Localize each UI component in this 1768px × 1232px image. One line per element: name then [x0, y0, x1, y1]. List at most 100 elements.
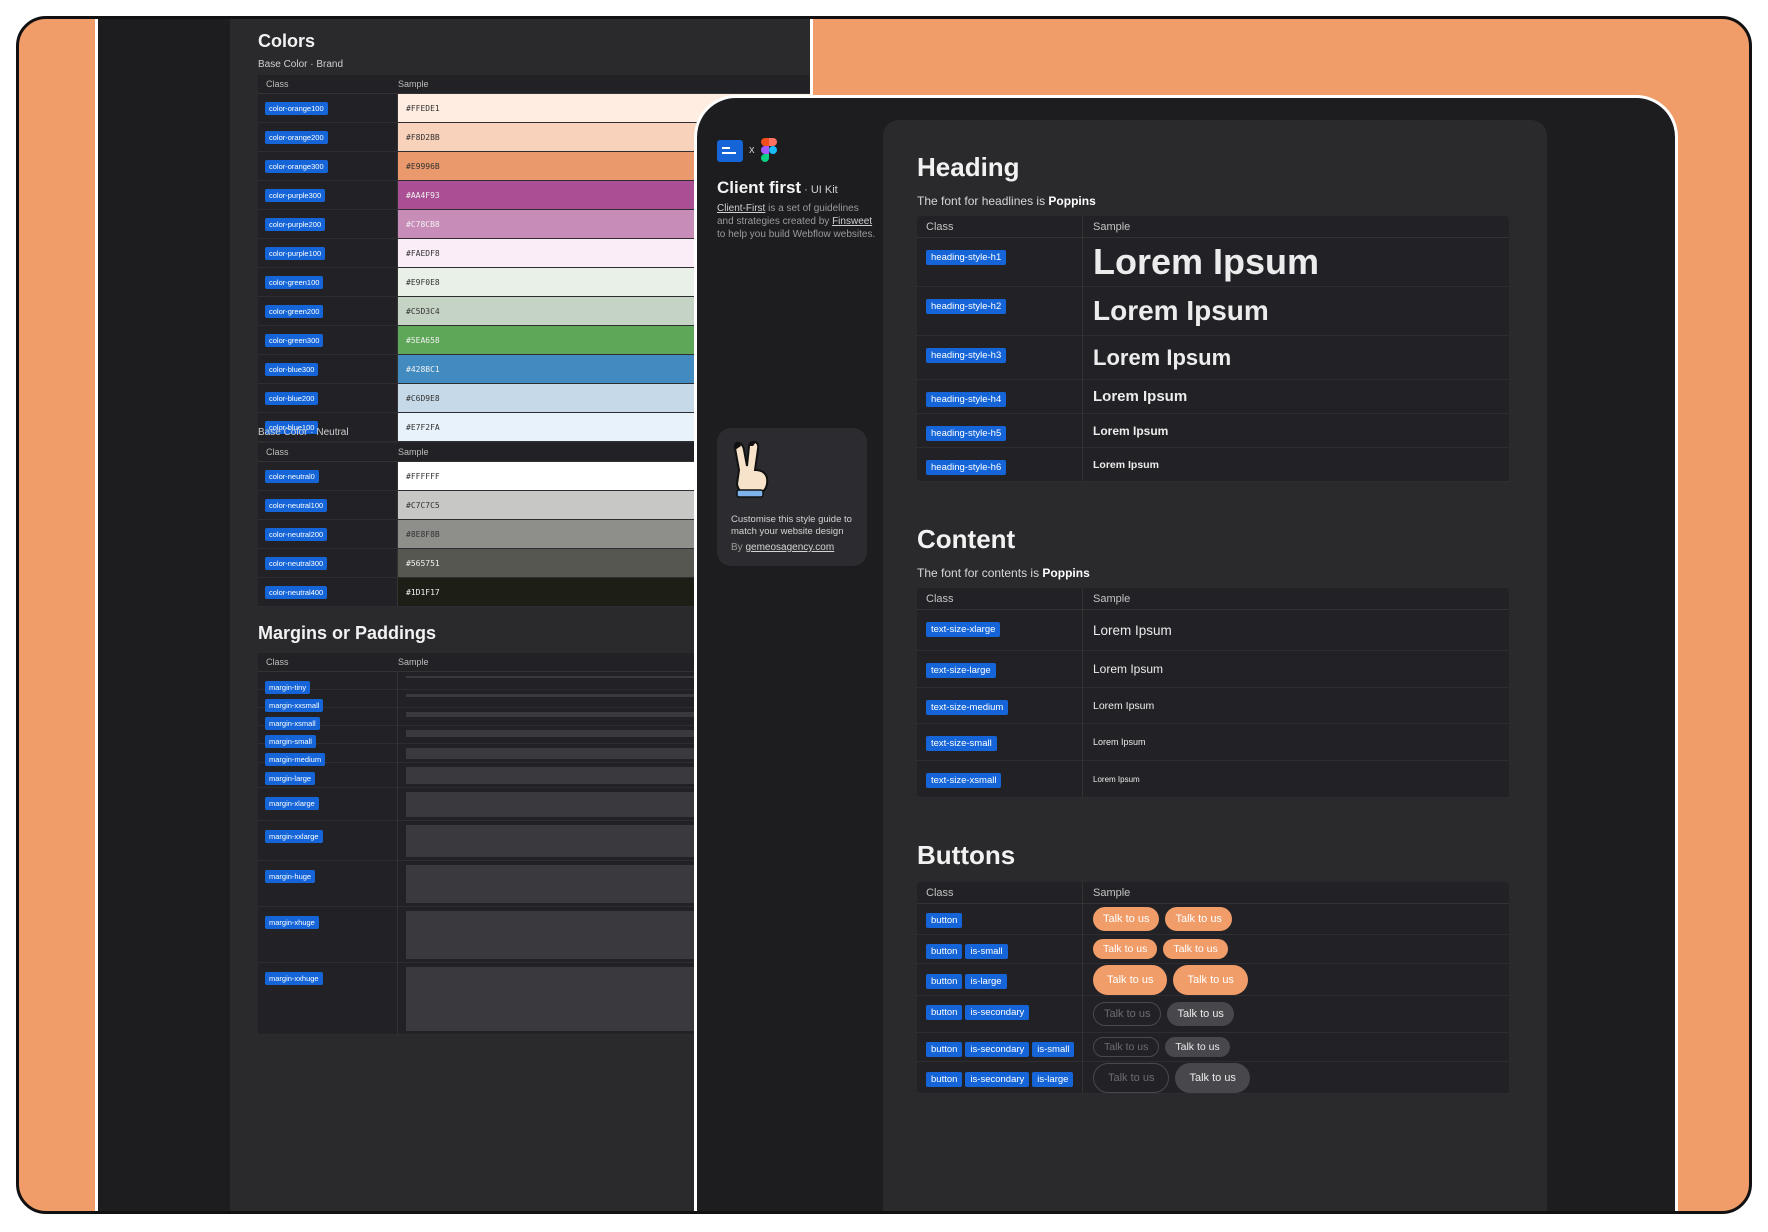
- class-tag: text-size-xsmall: [926, 773, 1002, 788]
- class-cell: color-green200: [258, 297, 398, 325]
- buttons-section-title: Buttons: [917, 840, 1016, 870]
- table-header: Class Sample: [258, 75, 810, 94]
- class-tag: is-secondary: [965, 1042, 1030, 1057]
- class-tag: color-green300: [265, 333, 324, 347]
- class-tag: heading-style-h6: [926, 460, 1007, 475]
- sample-cell: Lorem Ipsum: [1083, 761, 1509, 797]
- table-row: heading-style-h5 Lorem Ipsum: [917, 414, 1509, 448]
- class-tag: color-neutral200: [265, 527, 328, 541]
- sample-text: Lorem Ipsum: [1093, 241, 1320, 282]
- style-guide-front-window: x Client first · UI Kit Client-First is …: [694, 95, 1678, 1211]
- table-header: Class Sample: [917, 882, 1509, 904]
- talk-to-us-outline-button[interactable]: Talk to us: [1093, 1002, 1162, 1026]
- desc-text: is a set of guidelines and strategies cr…: [717, 203, 859, 227]
- class-cell: button is-large: [917, 964, 1083, 995]
- agency-link[interactable]: gemeosagency.com: [745, 542, 835, 553]
- talk-to-us-hover-button[interactable]: Talk to us: [1165, 907, 1232, 931]
- class-tag: heading-style-h3: [926, 348, 1007, 363]
- class-tag: margin-large: [265, 772, 316, 785]
- talk-to-us-filled-button[interactable]: Talk to us: [1165, 1037, 1230, 1057]
- hex-value: #FAEDF8: [406, 248, 440, 258]
- col-class: Class: [266, 657, 289, 667]
- neutral-subtitle: Base Color · Neutral: [258, 427, 349, 438]
- margin-sample: [398, 672, 810, 689]
- talk-to-us-button[interactable]: Talk to us: [1093, 964, 1168, 995]
- class-cell: text-size-small: [917, 724, 1083, 760]
- promo-credit: By gemeosagency.com: [731, 542, 834, 553]
- table-header: Class Sample: [917, 216, 1509, 238]
- hex-value: #C6D9E8: [406, 393, 440, 403]
- col-sample: Sample: [1093, 220, 1131, 233]
- colors-title: Colors: [258, 31, 316, 51]
- sample-cell: Talk to us Talk to us: [1083, 964, 1509, 995]
- margin-row: margin-small: [258, 726, 810, 748]
- table-row: text-size-xsmall Lorem Ipsum: [917, 761, 1509, 798]
- margin-sample: [398, 708, 810, 725]
- class-tag: button: [926, 1042, 963, 1057]
- brand-subtitle: Base Color · Brand: [258, 59, 344, 70]
- class-tag: margin-xlarge: [265, 797, 319, 810]
- talk-to-us-outline-button[interactable]: Talk to us: [1093, 1037, 1160, 1057]
- class-cell: button is-secondary is-large: [917, 1062, 1083, 1093]
- class-tag: is-secondary: [965, 1072, 1030, 1087]
- talk-to-us-button[interactable]: Talk to us: [1093, 907, 1160, 931]
- class-tag: margin-xxlarge: [265, 830, 323, 843]
- class-tag: is-large: [965, 974, 1007, 989]
- class-cell: margin-medium: [258, 744, 398, 766]
- class-cell: color-purple300: [258, 181, 398, 209]
- hex-value: #8E8F8B: [406, 529, 440, 539]
- sample-cell: Talk to us Talk to us: [1083, 1033, 1509, 1061]
- class-tag: margin-xsmall: [265, 717, 320, 730]
- heading-section-subtitle: The font for headlines is Poppins: [917, 194, 1096, 208]
- class-cell: color-neutral100: [258, 491, 398, 519]
- class-cell: color-green100: [258, 268, 398, 296]
- kit-title-text: Client first: [717, 178, 802, 197]
- client-first-link[interactable]: Client-First: [717, 203, 766, 214]
- talk-to-us-button[interactable]: Talk to us: [1093, 939, 1158, 959]
- class-cell: margin-xxhuge: [258, 963, 398, 1034]
- margin-sample: [398, 744, 810, 762]
- class-tag: margin-medium: [265, 753, 326, 766]
- class-tag: button: [926, 1072, 963, 1087]
- class-cell: margin-xhuge: [258, 907, 398, 962]
- talk-to-us-filled-button[interactable]: Talk to us: [1167, 1002, 1234, 1026]
- class-cell: button: [917, 904, 1083, 934]
- hex-value: #AA4F93: [406, 190, 440, 200]
- sample-text: Lorem Ipsum: [1093, 344, 1232, 370]
- hex-value: #E7F2FA: [406, 422, 440, 432]
- finsweet-link[interactable]: Finsweet: [832, 216, 873, 227]
- class-cell: color-blue300: [258, 355, 398, 383]
- class-cell: color-blue200: [258, 384, 398, 412]
- talk-to-us-outline-button[interactable]: Talk to us: [1093, 1062, 1170, 1093]
- promo-text: Customise this style guide to match your…: [731, 514, 852, 537]
- talk-to-us-hover-button[interactable]: Talk to us: [1163, 939, 1228, 959]
- hex-value: #F8D2BB: [406, 132, 440, 142]
- class-cell: color-neutral0: [258, 462, 398, 490]
- desc-text-end: to help you build Webflow websites.: [717, 229, 876, 240]
- class-tag: color-purple300: [265, 188, 326, 202]
- talk-to-us-filled-button[interactable]: Talk to us: [1175, 1062, 1250, 1093]
- sample-cell: Lorem Ipsum: [1083, 336, 1509, 379]
- table-row: button is-small Talk to us Talk to us: [917, 935, 1509, 964]
- hex-value: #C7C7C5: [406, 500, 440, 510]
- table-row: heading-style-h6 Lorem Ipsum: [917, 448, 1509, 482]
- class-tag: color-green200: [265, 304, 324, 318]
- class-tag: heading-style-h2: [926, 299, 1007, 314]
- class-tag: button: [926, 913, 963, 928]
- class-tag: margin-xhuge: [265, 916, 319, 929]
- credit-prefix: By: [731, 542, 746, 553]
- class-tag: margin-xxhuge: [265, 972, 323, 985]
- margin-sample: [398, 690, 810, 707]
- col-sample: Sample: [398, 79, 429, 89]
- col-sample: Sample: [398, 657, 429, 667]
- class-cell: color-orange100: [258, 94, 398, 122]
- table-row: heading-style-h3 Lorem Ipsum: [917, 336, 1509, 380]
- hex-value: #FFFFFF: [406, 471, 440, 481]
- class-tag: margin-xxsmall: [265, 699, 324, 712]
- heading-table: Class Sample heading-style-h1 Lorem Ipsum…: [917, 216, 1509, 482]
- main-panel: Heading The font for headlines is Poppin…: [883, 120, 1547, 1211]
- talk-to-us-hover-button[interactable]: Talk to us: [1173, 964, 1248, 995]
- kit-subtitle: · UI Kit: [801, 184, 838, 196]
- sample-cell: Talk to us Talk to us: [1083, 1062, 1509, 1093]
- class-tag: color-green100: [265, 275, 324, 289]
